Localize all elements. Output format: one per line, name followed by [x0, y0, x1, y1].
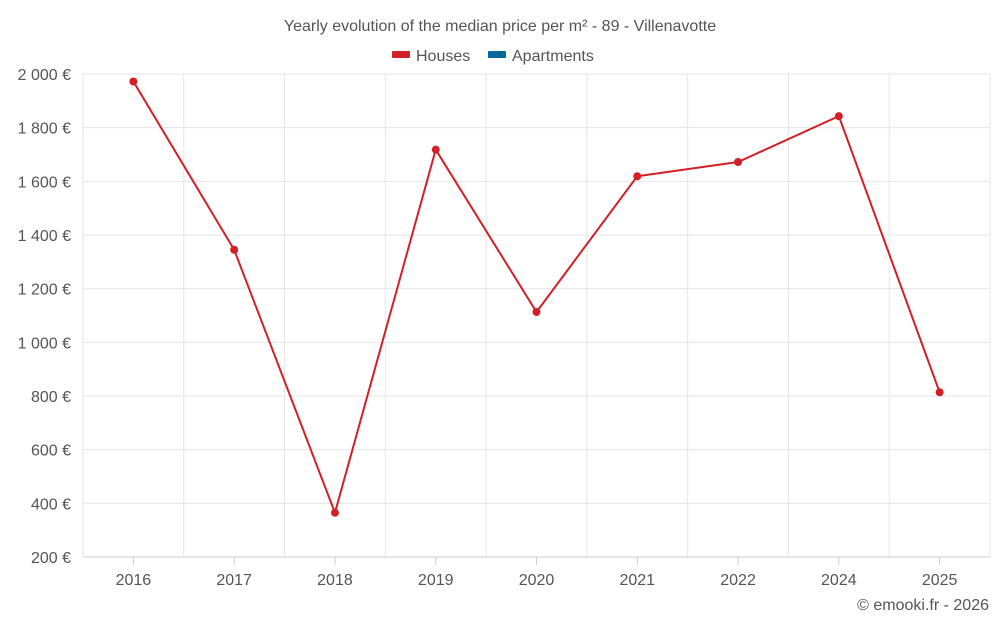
chart-title: Yearly evolution of the median price per… — [284, 18, 716, 35]
legend-label-apartments: Apartments — [512, 48, 594, 65]
x-tick-label: 2017 — [216, 572, 252, 589]
x-tick-label: 2018 — [317, 572, 353, 589]
legend-label-houses: Houses — [416, 48, 470, 65]
legend-item-apartments[interactable]: Apartments — [488, 48, 594, 65]
y-tick-label: 1 600 € — [18, 174, 71, 191]
data-point-houses-2025[interactable] — [935, 388, 944, 397]
data-point-houses-2022[interactable] — [734, 158, 743, 167]
legend-item-houses[interactable]: Houses — [392, 48, 470, 65]
y-tick-label: 1 400 € — [18, 228, 71, 245]
series-line-houses — [132, 80, 941, 514]
x-tick-label: 2019 — [418, 572, 454, 589]
data-point-houses-2018[interactable] — [330, 508, 339, 517]
credit-label: © emooki.fr - 2026 — [857, 597, 989, 614]
y-tick-label: 2 000 € — [18, 67, 71, 84]
y-tick-label: 1 800 € — [18, 121, 71, 138]
y-tick-label: 200 € — [31, 550, 71, 567]
data-point-houses-2024[interactable] — [834, 112, 843, 121]
x-tick-label: 2024 — [821, 572, 857, 589]
y-tick-label: 1 200 € — [18, 282, 71, 299]
x-tick-label: 2021 — [619, 572, 655, 589]
y-tick-label: 800 € — [31, 389, 71, 406]
legend: Houses Apartments — [392, 48, 594, 65]
y-tick-label: 600 € — [31, 443, 71, 460]
data-point-houses-2016[interactable] — [129, 77, 138, 86]
data-point-houses-2021[interactable] — [633, 172, 642, 181]
y-tick-label: 400 € — [31, 496, 71, 513]
series-layer — [129, 77, 944, 517]
data-point-houses-2017[interactable] — [230, 245, 239, 254]
x-tick-label: 2025 — [922, 572, 958, 589]
axes: 200 € 400 € 600 € 800 € 1 000 € 1 200 € 1 400 … — [18, 67, 990, 589]
grid — [82, 73, 991, 558]
x-tick-label: 2016 — [116, 572, 152, 589]
x-tick-label: 2020 — [519, 572, 555, 589]
x-tick-label: 2022 — [720, 572, 756, 589]
data-point-houses-2019[interactable] — [431, 145, 440, 154]
legend-swatch-apartments — [488, 51, 506, 58]
data-point-houses-2020[interactable] — [532, 308, 541, 317]
legend-swatch-houses — [392, 51, 410, 58]
y-tick-label: 1 000 € — [18, 335, 71, 352]
